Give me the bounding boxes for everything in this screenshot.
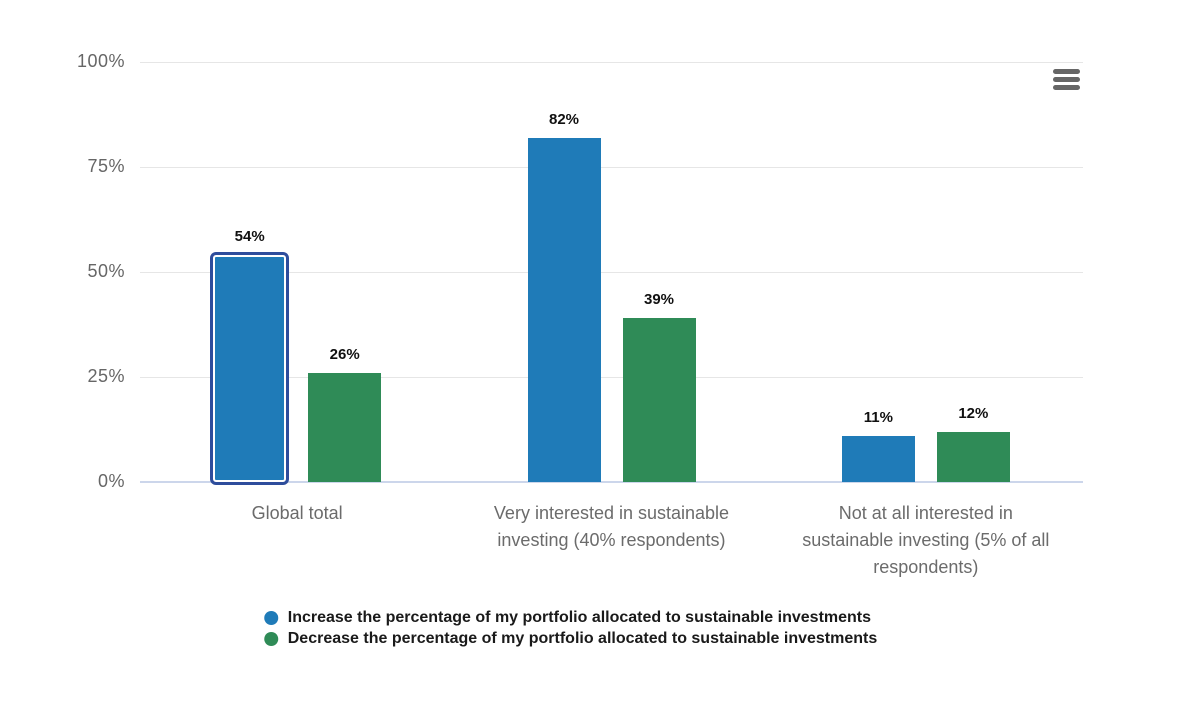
hamburger-icon <box>1052 68 1080 90</box>
bar-decrease-1[interactable] <box>622 318 696 482</box>
bar-increase-0[interactable] <box>213 255 287 482</box>
y-axis-tick-label: 25% <box>87 366 125 386</box>
x-axis-category-label: Very interested in sustainable investing… <box>493 503 730 550</box>
data-label: 26% <box>329 345 360 363</box>
x-axis-category-label: Global total <box>251 503 343 523</box>
y-axis-tick-label: 50% <box>87 261 125 281</box>
gridline <box>140 377 1083 378</box>
legend-item-decrease[interactable]: Decrease the percentage of my portfolio … <box>263 630 878 648</box>
data-label: 54% <box>234 228 265 246</box>
y-axis-tick-label: 0% <box>97 471 125 491</box>
data-label: 12% <box>958 404 989 422</box>
x-axis-category-label: Not at all interested in sustainable inv… <box>802 503 1050 577</box>
legend-marker-increase-icon <box>263 611 278 625</box>
gridline <box>140 62 1083 63</box>
y-axis-tick-label: 75% <box>87 156 125 176</box>
gridline <box>140 272 1083 273</box>
legend-item-increase[interactable]: Increase the percentage of my portfolio … <box>263 609 878 627</box>
bar-decrease-2[interactable] <box>936 431 1010 482</box>
data-label: 82% <box>548 110 580 128</box>
chart-context-menu-button[interactable] <box>1046 60 1086 98</box>
legend-marker-decrease-icon <box>263 632 278 646</box>
data-label: 39% <box>643 291 675 309</box>
bar-increase-1[interactable] <box>527 137 601 482</box>
bar-decrease-0[interactable] <box>308 372 382 482</box>
legend-label-increase: Increase the percentage of my portfolio … <box>287 609 872 626</box>
legend-label-decrease: Decrease the percentage of my portfolio … <box>287 630 878 647</box>
bar-increase-2[interactable] <box>841 435 915 482</box>
x-axis-line <box>140 481 1083 483</box>
y-axis-tick-label: 100% <box>76 51 125 71</box>
data-label: 11% <box>863 408 893 426</box>
legend: Increase the percentage of my portfolio … <box>263 609 878 648</box>
gridline <box>140 167 1083 168</box>
